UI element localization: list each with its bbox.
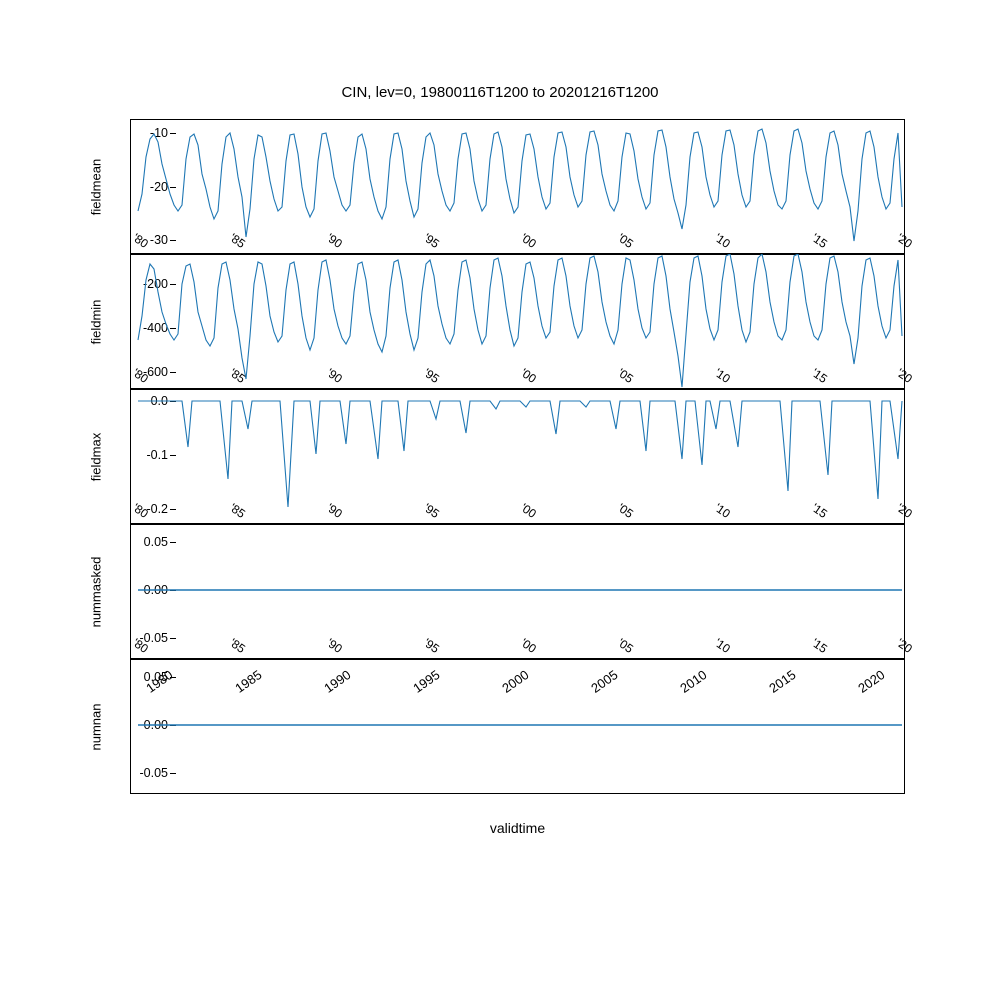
panel-fieldmax: fieldmax 0.0 -0.1 -0.2 '80 '85 '90 '95 '… — [130, 389, 905, 524]
fieldmin-line-path[interactable] — [138, 254, 902, 387]
fieldmean-line[interactable] — [130, 119, 905, 254]
panel-nummasked: nummasked 0.05 0.00 -0.05 '80 '85 '90 '9… — [130, 524, 905, 659]
fieldmean-line-path[interactable] — [138, 129, 902, 241]
fieldmax-line-path[interactable] — [138, 401, 902, 507]
ylabel-numnan: numnan — [89, 703, 104, 750]
ylabel-fieldmin: fieldmin — [89, 299, 104, 344]
panel-numnan: numnan 0.05 0.00 -0.05 '80 '85 '90 '95 '… — [130, 659, 905, 794]
panel-fieldmean: fieldmean -10 -20 -30 — [130, 119, 905, 254]
panel-fieldmin: fieldmin -200 -400 -600 '80 '85 '90 '95 … — [130, 254, 905, 389]
chart-title: CIN, lev=0, 19800116T1200 to 20201216T12… — [0, 84, 1000, 101]
ylabel-nummasked: nummasked — [89, 556, 104, 627]
fieldmax-line[interactable] — [130, 389, 905, 524]
xaxis-title: validtime — [130, 820, 905, 836]
fieldmin-line[interactable] — [130, 254, 905, 389]
figure-container: CIN, lev=0, 19800116T1200 to 20201216T12… — [0, 0, 1000, 1000]
ylabel-fieldmax: fieldmax — [89, 432, 104, 480]
nummasked-line[interactable] — [130, 524, 905, 659]
ylabel-fieldmean: fieldmean — [89, 158, 104, 214]
